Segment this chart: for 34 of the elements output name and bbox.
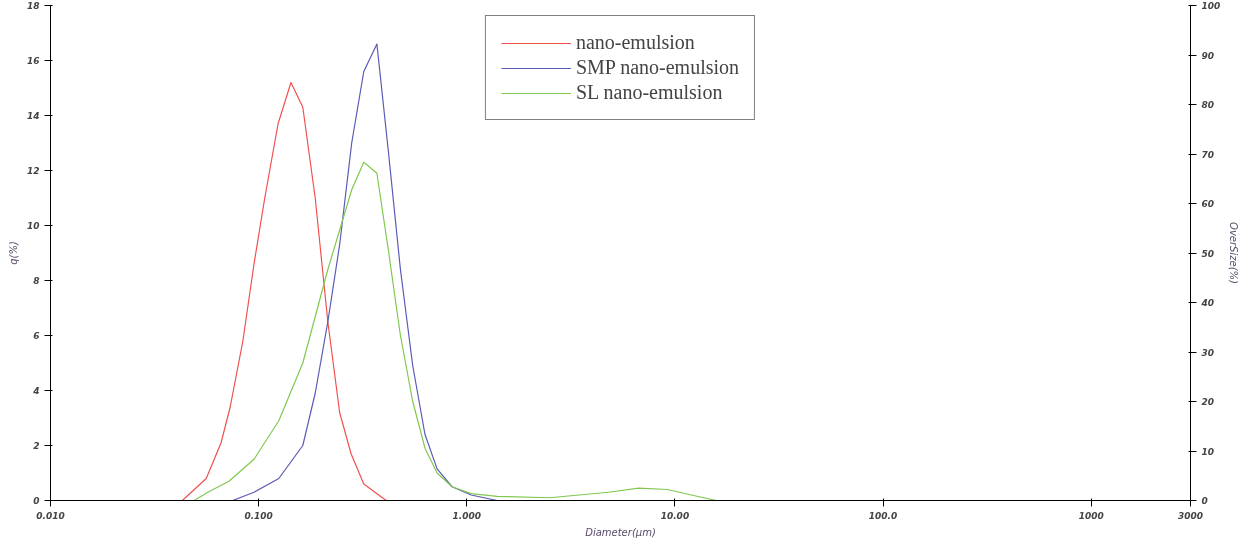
y-tick-label: 8 bbox=[33, 276, 40, 286]
y2-tick-label: 20 bbox=[1201, 397, 1215, 407]
y2-tick-label: 90 bbox=[1201, 50, 1215, 61]
x-tick-label: 1.000 bbox=[452, 510, 482, 521]
y2-tick-label: 70 bbox=[1201, 149, 1215, 160]
y2-tick-label: 40 bbox=[1200, 298, 1215, 308]
y-tick-label: 4 bbox=[32, 386, 40, 396]
y2-axis-title: OverSize(%) bbox=[1228, 222, 1240, 284]
y2-tick-label: 0 bbox=[1201, 496, 1208, 506]
x-tick-label: 10.00 bbox=[660, 510, 690, 521]
y-tick-label: 12 bbox=[26, 166, 40, 176]
y-tick-label: 18 bbox=[26, 1, 40, 11]
legend-label: SL nano-emulsion bbox=[575, 81, 723, 104]
y2-tick-label: 60 bbox=[1201, 199, 1215, 209]
x-tick-label: 3000 bbox=[1177, 510, 1204, 521]
y2-tick-label: 30 bbox=[1201, 347, 1215, 358]
y-tick-label: 6 bbox=[33, 331, 40, 341]
y-tick-label: 14 bbox=[26, 111, 40, 121]
y2-tick-label: 100 bbox=[1201, 1, 1221, 11]
x-tick-label: 1000 bbox=[1078, 510, 1104, 521]
x-tick-label: 0.100 bbox=[244, 510, 273, 521]
x-tick-label: 100.0 bbox=[868, 510, 898, 521]
x-tick-label: 0.010 bbox=[36, 510, 65, 521]
x-axis-title: Diameter(µm) bbox=[585, 526, 656, 538]
y2-tick-label: 10 bbox=[1201, 446, 1215, 457]
y-tick-label: 0 bbox=[33, 496, 40, 506]
y-tick-label: 16 bbox=[26, 56, 40, 66]
y-axis-title: q(%) bbox=[7, 241, 19, 265]
y-tick-label: 2 bbox=[33, 441, 40, 451]
y2-tick-label: 50 bbox=[1201, 248, 1215, 259]
y2-tick-label: 80 bbox=[1201, 100, 1215, 110]
legend-label: SMP nano-emulsion bbox=[575, 56, 740, 79]
y-tick-label: 10 bbox=[26, 221, 40, 231]
legend-label: nano-emulsion bbox=[575, 31, 695, 54]
